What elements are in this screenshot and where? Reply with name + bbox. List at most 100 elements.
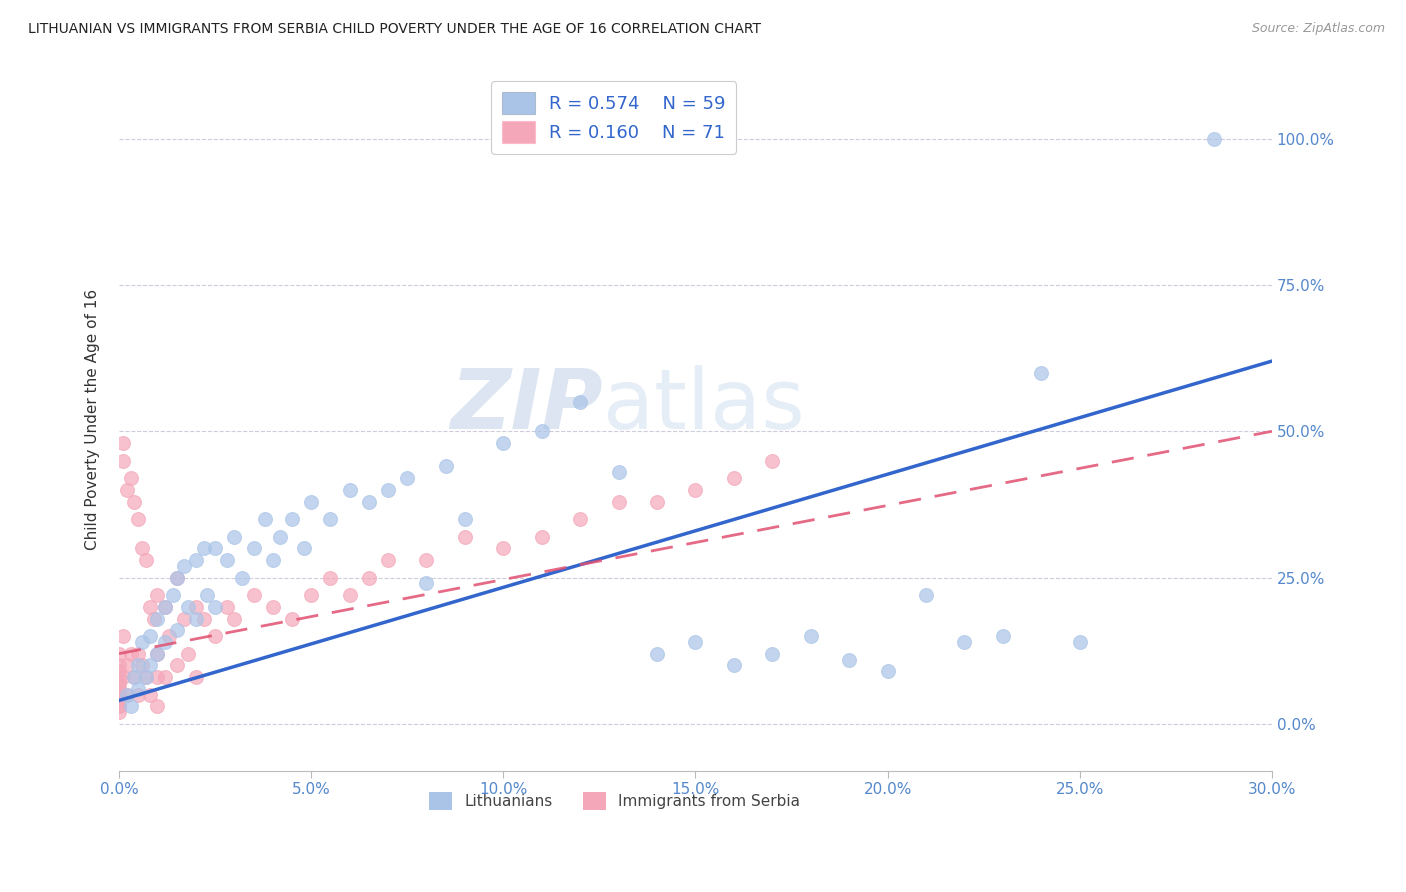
Point bbox=[292, 541, 315, 556]
Point bbox=[108, 681, 131, 696]
Point bbox=[108, 705, 131, 719]
Point bbox=[761, 647, 783, 661]
Point bbox=[224, 530, 246, 544]
Point bbox=[135, 670, 157, 684]
Point bbox=[269, 530, 291, 544]
Point bbox=[723, 471, 745, 485]
Point bbox=[434, 459, 457, 474]
Point bbox=[153, 670, 176, 684]
Point bbox=[115, 483, 138, 497]
Point bbox=[146, 670, 169, 684]
Point bbox=[108, 670, 131, 684]
Point bbox=[108, 699, 131, 714]
Point bbox=[1069, 635, 1091, 649]
Point bbox=[339, 588, 361, 602]
Point bbox=[142, 611, 165, 625]
Point bbox=[242, 541, 264, 556]
Point bbox=[124, 670, 146, 684]
Point bbox=[108, 658, 131, 673]
Point bbox=[120, 699, 142, 714]
Point bbox=[127, 647, 149, 661]
Text: LITHUANIAN VS IMMIGRANTS FROM SERBIA CHILD POVERTY UNDER THE AGE OF 16 CORRELATI: LITHUANIAN VS IMMIGRANTS FROM SERBIA CHI… bbox=[28, 22, 761, 37]
Point bbox=[146, 611, 169, 625]
Point bbox=[108, 647, 131, 661]
Legend: Lithuanians, Immigrants from Serbia: Lithuanians, Immigrants from Serbia bbox=[423, 786, 807, 815]
Point bbox=[530, 425, 553, 439]
Point bbox=[139, 599, 162, 614]
Point bbox=[607, 465, 630, 479]
Point bbox=[492, 436, 515, 450]
Point bbox=[231, 571, 253, 585]
Point bbox=[645, 647, 668, 661]
Point bbox=[454, 512, 477, 526]
Point bbox=[124, 494, 146, 508]
Point bbox=[262, 599, 284, 614]
Y-axis label: Child Poverty Under the Age of 16: Child Poverty Under the Age of 16 bbox=[86, 289, 100, 550]
Point bbox=[153, 635, 176, 649]
Point bbox=[254, 512, 277, 526]
Point bbox=[166, 658, 188, 673]
Point bbox=[224, 611, 246, 625]
Point bbox=[115, 658, 138, 673]
Point bbox=[357, 571, 380, 585]
Point bbox=[108, 676, 131, 690]
Point bbox=[184, 553, 207, 567]
Point bbox=[108, 693, 131, 707]
Point bbox=[177, 647, 200, 661]
Point bbox=[139, 658, 162, 673]
Point bbox=[339, 483, 361, 497]
Text: atlas: atlas bbox=[603, 365, 806, 446]
Point bbox=[685, 483, 707, 497]
Point bbox=[127, 658, 149, 673]
Point bbox=[146, 647, 169, 661]
Point bbox=[800, 629, 823, 643]
Point bbox=[215, 553, 238, 567]
Point bbox=[153, 599, 176, 614]
Point bbox=[685, 635, 707, 649]
Point bbox=[166, 624, 188, 638]
Text: ZIP: ZIP bbox=[450, 365, 603, 446]
Point bbox=[415, 553, 437, 567]
Point bbox=[454, 530, 477, 544]
Point bbox=[991, 629, 1014, 643]
Point bbox=[492, 541, 515, 556]
Point bbox=[127, 688, 149, 702]
Point bbox=[166, 571, 188, 585]
Point bbox=[953, 635, 976, 649]
Point bbox=[153, 599, 176, 614]
Point bbox=[108, 676, 131, 690]
Point bbox=[111, 629, 134, 643]
Point bbox=[299, 494, 322, 508]
Point bbox=[139, 629, 162, 643]
Point bbox=[127, 681, 149, 696]
Point bbox=[111, 436, 134, 450]
Point bbox=[193, 611, 215, 625]
Point bbox=[242, 588, 264, 602]
Point bbox=[108, 681, 131, 696]
Point bbox=[1031, 366, 1053, 380]
Point bbox=[197, 588, 219, 602]
Point bbox=[108, 693, 131, 707]
Point bbox=[135, 553, 157, 567]
Point bbox=[184, 670, 207, 684]
Point bbox=[607, 494, 630, 508]
Point bbox=[569, 512, 592, 526]
Point bbox=[157, 629, 180, 643]
Point bbox=[120, 471, 142, 485]
Point bbox=[530, 530, 553, 544]
Point bbox=[204, 629, 226, 643]
Point bbox=[184, 599, 207, 614]
Point bbox=[146, 647, 169, 661]
Point bbox=[115, 688, 138, 702]
Point bbox=[319, 512, 342, 526]
Point bbox=[131, 658, 153, 673]
Point bbox=[162, 588, 184, 602]
Point bbox=[131, 541, 153, 556]
Point bbox=[645, 494, 668, 508]
Point bbox=[204, 599, 226, 614]
Point bbox=[262, 553, 284, 567]
Point bbox=[111, 670, 134, 684]
Point bbox=[108, 688, 131, 702]
Point bbox=[915, 588, 938, 602]
Point bbox=[173, 558, 195, 573]
